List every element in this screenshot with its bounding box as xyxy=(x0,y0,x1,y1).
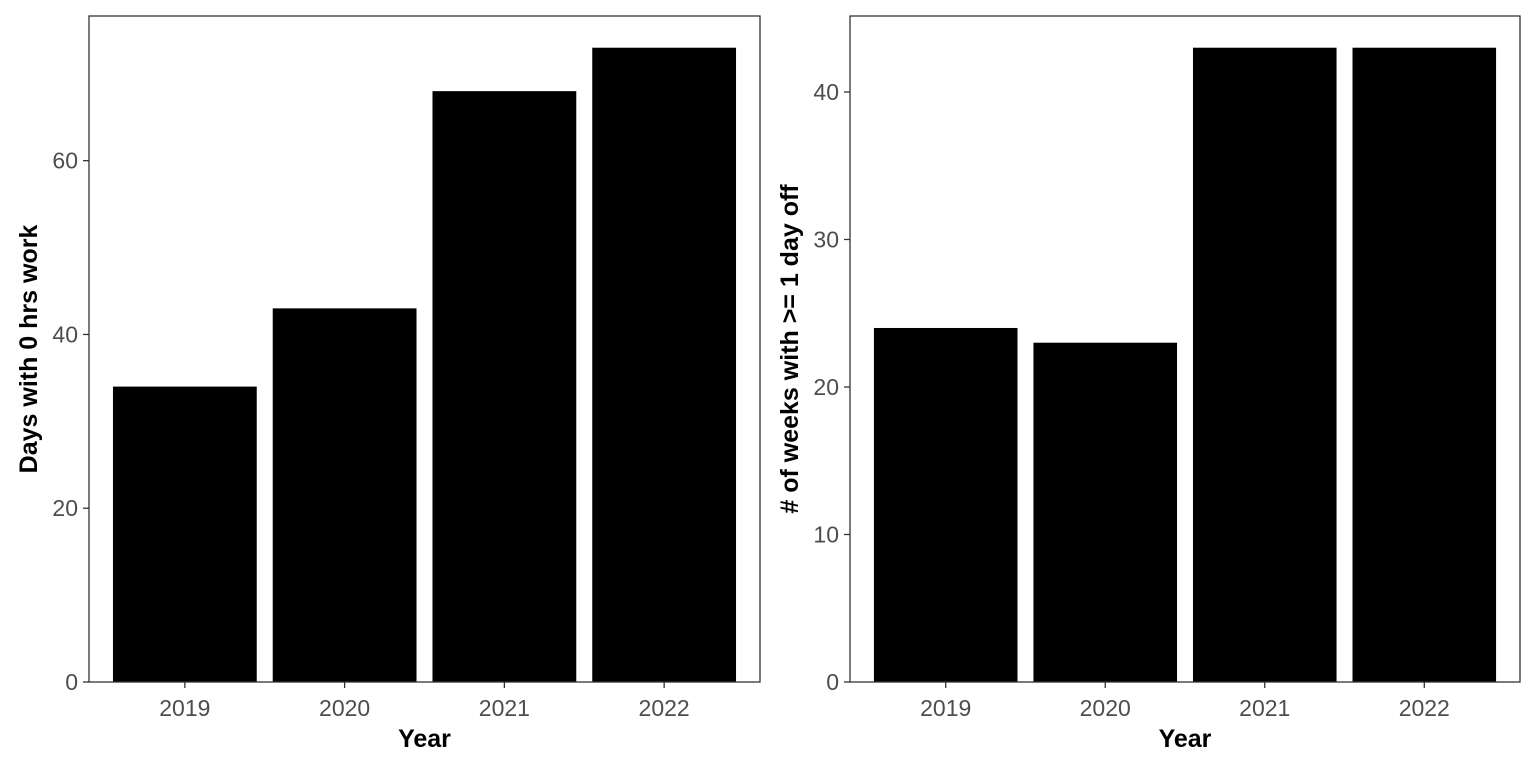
left-x-axis-title: Year xyxy=(398,725,451,753)
left-y-axis-title: Days with 0 hrs work xyxy=(15,225,43,474)
right-chart-panel: 0 10 20 30 40 2019 2020 2021 2022 Year # of weeks … xyxy=(776,15,1521,753)
right-x-tick-label: 2020 xyxy=(1080,695,1131,721)
left-bar-2022 xyxy=(592,47,737,682)
left-x-tick-label: 2019 xyxy=(159,695,210,721)
left-y-tick-label: 40 xyxy=(52,321,78,347)
right-x-tick-label: 2021 xyxy=(1239,695,1290,721)
left-panel-border xyxy=(88,15,761,683)
left-bar-2019 xyxy=(112,386,257,682)
right-y-tick-label: 0 xyxy=(826,669,839,695)
right-panel-border xyxy=(849,15,1521,683)
left-bar-2020 xyxy=(272,308,417,682)
left-bar-2021 xyxy=(432,91,577,683)
right-x-tick-label: 2022 xyxy=(1399,695,1450,721)
right-y-tick-label: 40 xyxy=(813,79,839,105)
left-x-tick-label: 2022 xyxy=(639,695,690,721)
right-y-tick-label: 30 xyxy=(813,226,839,252)
left-x-tick-label: 2021 xyxy=(479,695,530,721)
left-y-tick-label: 20 xyxy=(52,495,78,521)
right-y-tick-label: 20 xyxy=(813,374,839,400)
left-y-tick-label: 0 xyxy=(65,669,78,695)
right-bar-2020 xyxy=(1033,342,1178,682)
right-y-axis-title: # of weeks with >= 1 day off xyxy=(776,184,804,514)
left-x-tick-label: 2020 xyxy=(319,695,370,721)
right-y-tick-label: 10 xyxy=(813,521,839,547)
right-bar-2019 xyxy=(873,327,1018,682)
left-y-tick-label: 60 xyxy=(52,148,78,174)
right-x-axis-title: Year xyxy=(1159,725,1212,753)
right-x-tick-label: 2019 xyxy=(920,695,971,721)
right-bar-2022 xyxy=(1352,47,1497,682)
left-chart-panel: 0 20 40 60 2019 2020 2021 2022 Year Days with 0 h… xyxy=(15,15,761,753)
right-bar-2021 xyxy=(1192,47,1337,682)
